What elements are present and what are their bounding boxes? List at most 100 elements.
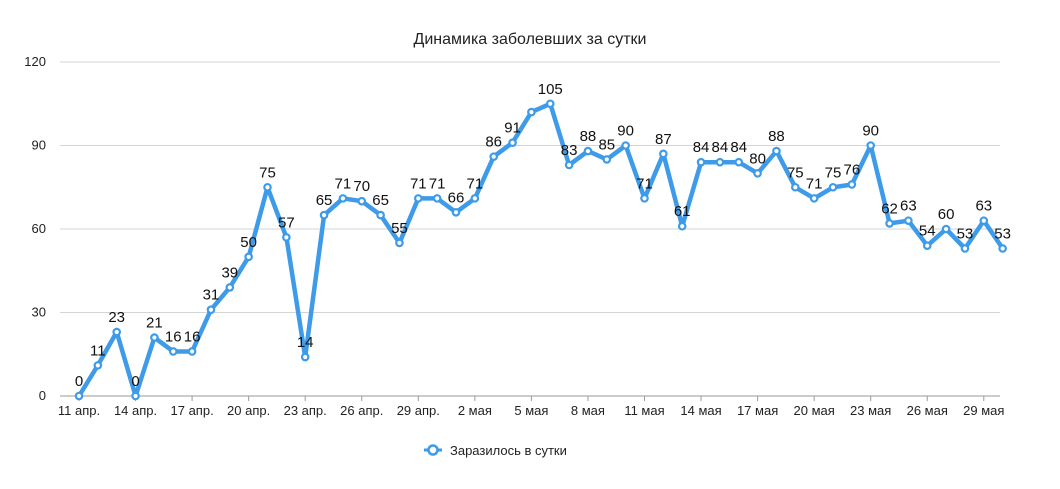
data-point bbox=[470, 194, 480, 203]
data-label: 71 bbox=[806, 175, 823, 192]
data-label: 75 bbox=[825, 164, 842, 181]
x-tick-label: 26 мая bbox=[907, 403, 948, 418]
data-points bbox=[74, 99, 1007, 401]
data-label: 21 bbox=[146, 315, 163, 332]
x-tick-label: 20 мая bbox=[794, 403, 835, 418]
data-label: 0 bbox=[131, 373, 139, 390]
data-label: 75 bbox=[259, 164, 276, 181]
data-point bbox=[112, 327, 122, 337]
data-label: 0 bbox=[75, 373, 83, 390]
data-label: 65 bbox=[372, 192, 389, 209]
data-label: 85 bbox=[598, 136, 615, 153]
data-label: 16 bbox=[184, 328, 201, 345]
data-label: 23 bbox=[108, 309, 125, 326]
data-point bbox=[244, 252, 253, 262]
y-tick-label: 0 bbox=[39, 388, 46, 403]
data-label: 71 bbox=[335, 175, 352, 192]
data-point bbox=[319, 210, 329, 220]
data-label: 90 bbox=[862, 123, 879, 140]
x-tick-label: 5 мая bbox=[514, 403, 548, 418]
data-point bbox=[508, 138, 517, 148]
data-label: 83 bbox=[561, 142, 578, 159]
data-point bbox=[206, 305, 216, 315]
data-point bbox=[282, 233, 291, 242]
data-point bbox=[734, 157, 744, 167]
x-tick-label: 17 мая bbox=[737, 403, 778, 418]
x-tick-label: 11 мая bbox=[624, 403, 664, 418]
data-label: 54 bbox=[919, 223, 936, 240]
data-point bbox=[376, 210, 385, 220]
data-label: 75 bbox=[787, 164, 804, 181]
data-label: 71 bbox=[410, 175, 427, 192]
data-label: 39 bbox=[221, 264, 238, 281]
data-point bbox=[545, 99, 555, 109]
data-point bbox=[809, 194, 819, 203]
data-label: 63 bbox=[900, 198, 917, 215]
chart-title: Динамика заболевших за сутки bbox=[414, 31, 647, 48]
data-label: 14 bbox=[297, 334, 314, 351]
y-tick-label: 90 bbox=[32, 138, 46, 153]
data-label: 50 bbox=[240, 234, 257, 251]
data-label: 62 bbox=[881, 200, 898, 217]
x-tick-label: 20 апр. bbox=[227, 403, 270, 418]
data-label: 57 bbox=[278, 214, 295, 231]
x-tick-label: 23 апр. bbox=[284, 403, 327, 418]
x-tick-label: 11 апр. bbox=[58, 403, 100, 418]
data-label: 16 bbox=[165, 328, 182, 345]
data-point bbox=[150, 333, 159, 342]
data-label: 76 bbox=[844, 161, 861, 178]
data-point bbox=[300, 352, 310, 362]
data-point bbox=[828, 182, 838, 192]
data-point bbox=[922, 241, 932, 251]
data-point bbox=[357, 196, 367, 206]
data-label: 84 bbox=[693, 139, 710, 156]
data-point bbox=[640, 194, 649, 203]
data-point bbox=[263, 182, 272, 192]
legend-label: Заразилось в сутки bbox=[450, 443, 567, 458]
data-label: 11 bbox=[90, 342, 106, 359]
x-axis: 11 апр. 14 апр. 17 апр. 20 апр. 23 апр. 26 ап… bbox=[58, 396, 1004, 418]
data-label: 80 bbox=[749, 150, 766, 167]
data-point bbox=[74, 391, 84, 401]
data-point bbox=[941, 224, 951, 234]
legend: Заразилось в сутки bbox=[424, 443, 567, 458]
x-tick-label: 14 апр. bbox=[114, 403, 157, 418]
data-point bbox=[979, 216, 989, 225]
data-label: 55 bbox=[391, 220, 408, 237]
y-tick-label: 30 bbox=[32, 305, 46, 320]
data-point bbox=[715, 157, 725, 167]
data-point bbox=[998, 244, 1007, 253]
data-point bbox=[677, 221, 687, 231]
data-label: 86 bbox=[485, 134, 502, 151]
data-point bbox=[225, 283, 235, 292]
data-label: 31 bbox=[203, 287, 220, 304]
data-point bbox=[904, 216, 913, 225]
x-tick-label: 8 мая bbox=[571, 403, 605, 418]
data-label: 63 bbox=[975, 198, 992, 215]
data-label: 71 bbox=[467, 175, 484, 192]
x-tick-label: 2 мая bbox=[458, 403, 492, 418]
data-label: 91 bbox=[504, 120, 521, 137]
y-tick-label: 60 bbox=[32, 221, 46, 236]
data-point bbox=[413, 194, 423, 203]
data-point bbox=[451, 208, 461, 217]
data-point bbox=[583, 146, 593, 156]
data-label: 61 bbox=[674, 203, 691, 220]
y-axis: 0 30 60 90 120 bbox=[24, 54, 46, 403]
data-point bbox=[772, 146, 781, 156]
data-point bbox=[602, 155, 612, 164]
data-label: 65 bbox=[316, 192, 333, 209]
data-point bbox=[131, 391, 140, 401]
legend-marker-icon bbox=[427, 444, 439, 456]
data-label: 84 bbox=[730, 139, 747, 156]
data-point bbox=[659, 149, 668, 159]
data-label: 71 bbox=[636, 175, 653, 192]
data-point bbox=[93, 361, 103, 370]
data-point bbox=[621, 141, 630, 150]
data-label: 105 bbox=[538, 81, 563, 98]
data-point bbox=[753, 169, 762, 178]
y-tick-label: 120 bbox=[24, 54, 46, 69]
data-label: 60 bbox=[938, 206, 955, 223]
data-point bbox=[489, 152, 499, 161]
